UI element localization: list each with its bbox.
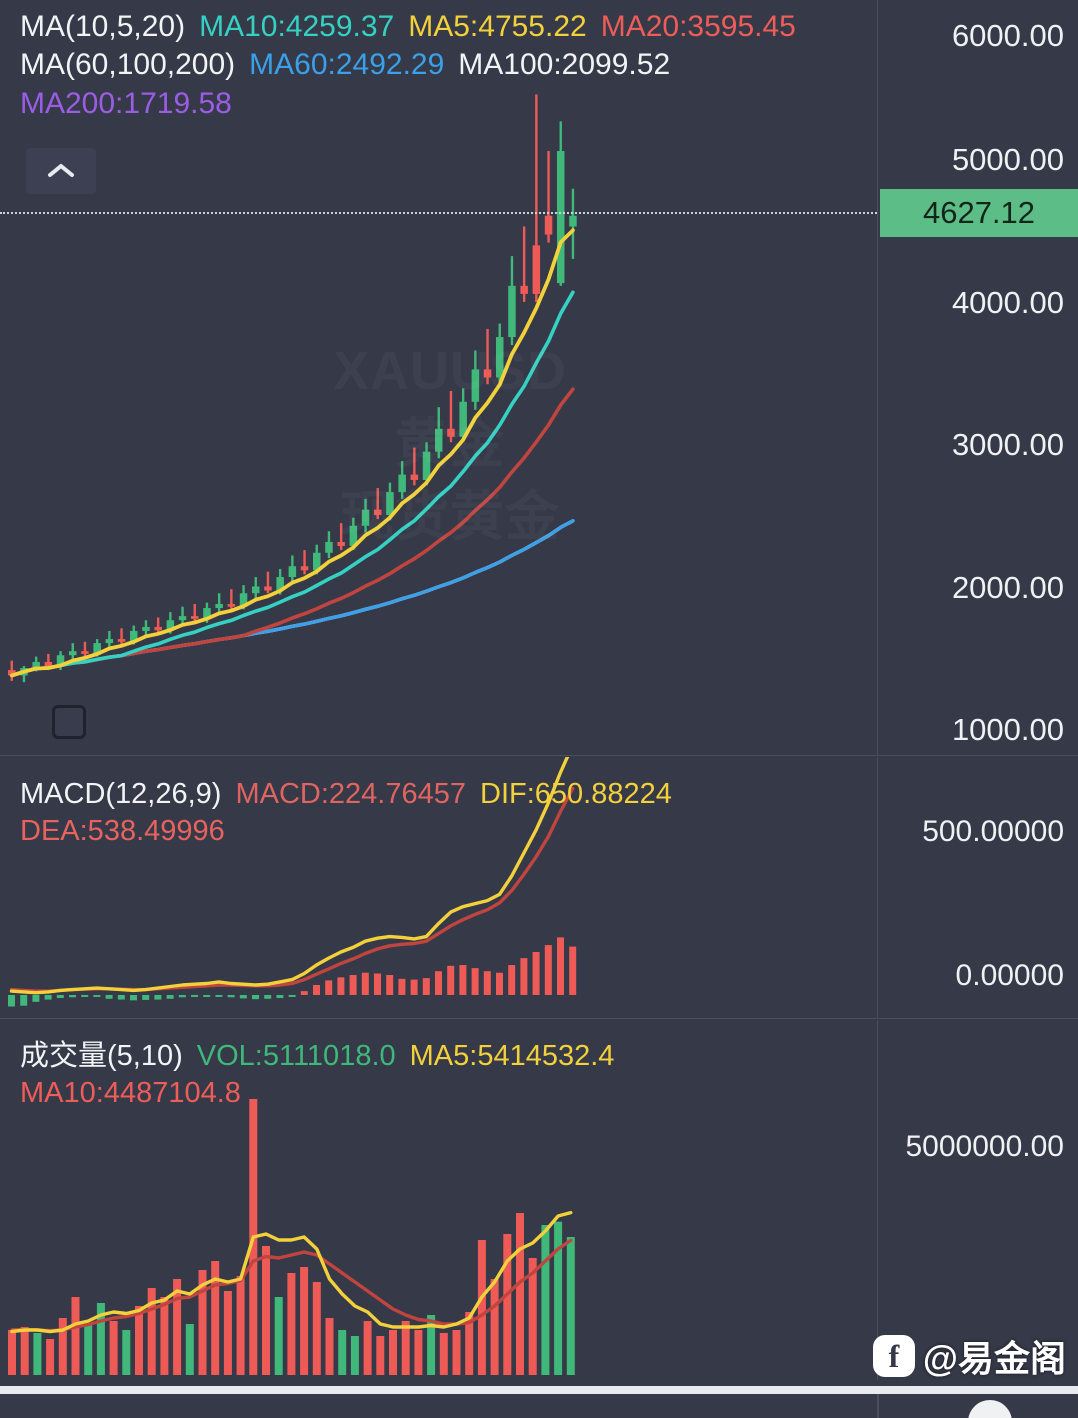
current-price-line: [0, 212, 877, 214]
macd-plot[interactable]: [0, 757, 877, 1018]
bottom-separator: [877, 1394, 879, 1418]
bottom-rule: [0, 1386, 1078, 1394]
candlestick-plot[interactable]: [0, 0, 877, 755]
collapse-legend-button[interactable]: [26, 148, 96, 194]
bottom-circle-icon: [968, 1400, 1012, 1418]
chevron-up-icon: [48, 164, 74, 177]
panel-divider-price-macd: [0, 755, 1078, 756]
axis-separator-volume: [877, 1020, 878, 1380]
macd-panel: [0, 757, 1078, 1018]
bottom-strip: [0, 1394, 1078, 1418]
volume-panel: [0, 1020, 1078, 1375]
price-panel: [0, 0, 877, 755]
volume-plot[interactable]: [0, 1020, 877, 1375]
current-price-badge[interactable]: 4627.12: [880, 189, 1078, 237]
axis-separator-price: [877, 0, 878, 755]
axis-separator-macd: [877, 757, 878, 1018]
square-checkbox-icon[interactable]: [52, 705, 86, 739]
panel-divider-macd-volume: [0, 1018, 1078, 1019]
